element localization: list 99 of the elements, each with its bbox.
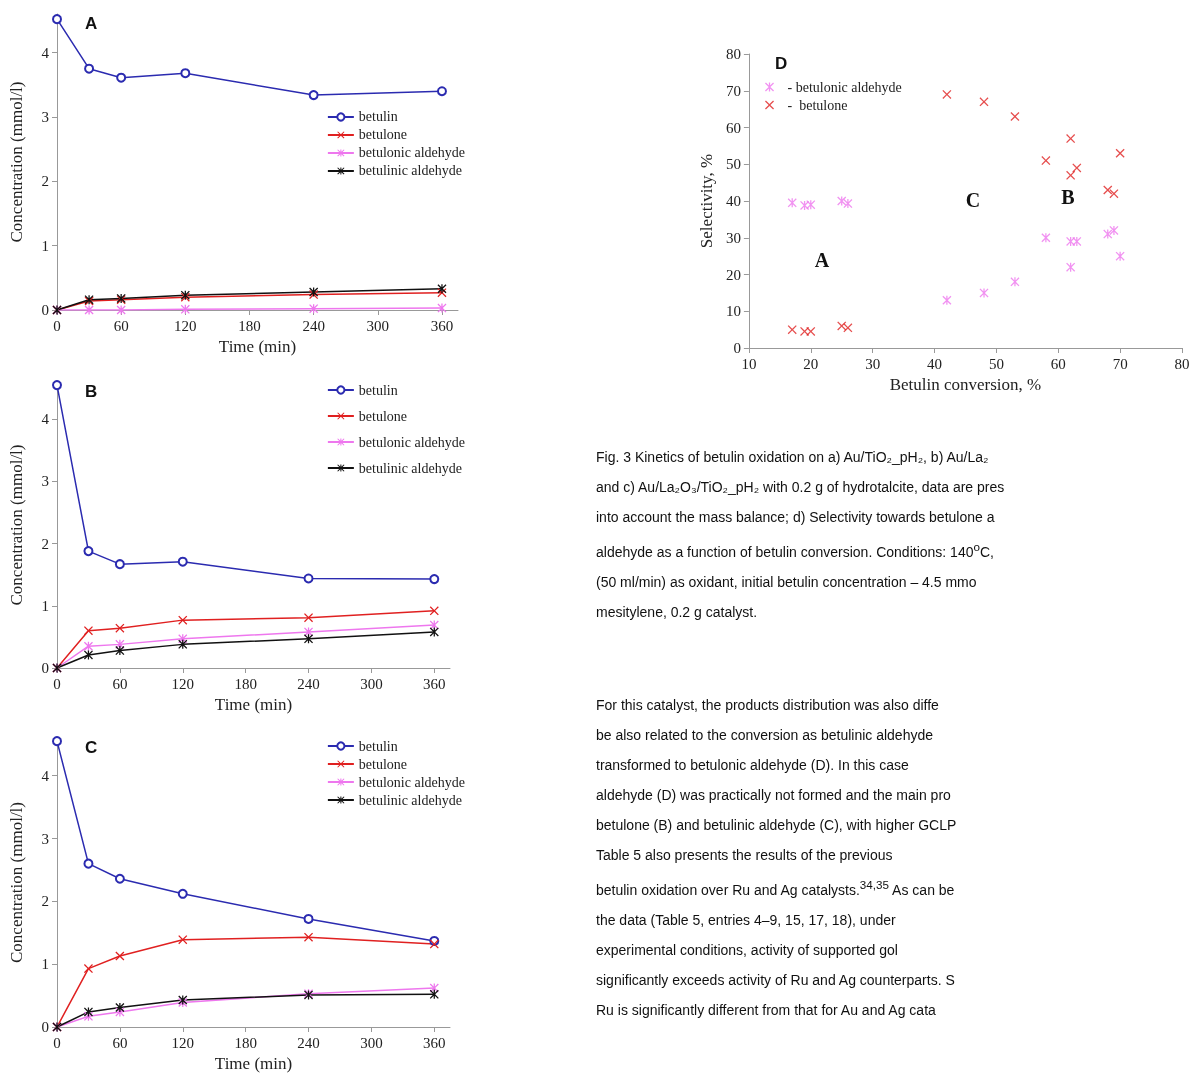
y-tick-label: 80 xyxy=(725,46,741,62)
y-tick-label: 0 xyxy=(41,1019,49,1035)
text: aldehyde (D) was practically not formed and the main pro xyxy=(596,786,952,805)
caption: Fig. 3 Kinetics of betulin oxidation on a) Au/TiO₂_pH₂, b) Au/La₂ xyxy=(596,448,990,467)
x-tick-label: 180 xyxy=(238,317,261,334)
text: and c) Au/La₂O₃/TiO₂_pH₂ with 0.2 g of hydrotalcite, data are pres xyxy=(596,478,1006,497)
x-tick-label: 360 xyxy=(423,1034,446,1051)
x-tick-label: 120 xyxy=(174,317,197,334)
x-tick-label: 240 xyxy=(297,1034,320,1051)
x-axis-title: Time (min) xyxy=(214,695,293,714)
x-axis-title: Betulin conversion, % xyxy=(889,375,1042,394)
y-tick-label: 3 xyxy=(41,108,49,125)
legend-label: betulin xyxy=(358,738,398,754)
x-tick-label: 180 xyxy=(234,1034,257,1051)
y-tick-label: 0 xyxy=(41,302,49,318)
chart-title: C xyxy=(85,738,98,757)
legend-label: betulinic aldehyde xyxy=(358,792,462,808)
y-tick-label: 50 xyxy=(725,156,741,173)
annotation: C xyxy=(965,189,981,211)
text: For this catalyst, the products distribution was also diffe xyxy=(596,696,940,715)
x-tick-label: 300 xyxy=(366,317,390,334)
x-tick-label: 70 xyxy=(1112,355,1128,372)
legend-label: betulinic aldehyde xyxy=(358,163,462,179)
y-tick-label: 3 xyxy=(41,830,49,847)
chart-title: D xyxy=(775,54,788,73)
chart-title: A xyxy=(85,14,98,33)
y-axis-title: Concentration (mmol/l) xyxy=(7,444,26,606)
y-tick-label: 0 xyxy=(41,660,49,676)
legend-label: - betulonic aldehyde xyxy=(787,79,902,95)
legend-label: betulone xyxy=(358,756,408,772)
y-axis-title: Concentration (mmol/l) xyxy=(7,81,26,243)
x-tick-label: 120 xyxy=(171,1034,195,1051)
x-tick-label: 300 xyxy=(360,675,383,692)
y-tick-label: 1 xyxy=(41,237,49,254)
y-axis-title: Concentration (mmol/l) xyxy=(7,802,26,963)
legend-label: betulin xyxy=(358,382,398,398)
x-tick-label: 30 xyxy=(865,355,881,372)
x-tick-label: 120 xyxy=(171,675,195,692)
y-tick-label: 40 xyxy=(725,193,741,209)
x-tick-label: 60 xyxy=(112,675,128,692)
legend-label: betulinic aldehyde xyxy=(358,460,462,476)
x-tick-label: 240 xyxy=(302,317,325,334)
y-tick-label: 4 xyxy=(41,44,50,61)
text: the data (Table 5, entries 4–9, 15, 17, 18), under xyxy=(596,910,897,930)
y-axis-title: Selectivity, % xyxy=(697,153,716,249)
x-tick-label: 360 xyxy=(430,317,454,334)
x-tick-label: 300 xyxy=(360,1034,383,1051)
annotation: A xyxy=(814,249,830,271)
chart-title: B xyxy=(85,382,98,401)
text: betulone (B) and betulinic aldehyde (C), with higher GCLP xyxy=(596,816,958,835)
y-tick-label: 1 xyxy=(41,597,49,614)
x-axis-title: Time (min) xyxy=(214,1054,293,1073)
legend-label: betulone xyxy=(358,127,408,143)
x-tick-label: 60 xyxy=(113,317,129,334)
y-tick-label: 2 xyxy=(41,893,49,910)
x-tick-label: 360 xyxy=(423,675,446,692)
legend-label: betulonic aldehyde xyxy=(358,434,466,450)
y-tick-label: 2 xyxy=(41,535,49,552)
x-tick-label: 50 xyxy=(988,355,1004,372)
y-tick-label: 4 xyxy=(41,411,50,428)
x-tick-label: 20 xyxy=(803,355,819,372)
legend-label: betulonic aldehyde xyxy=(358,145,466,161)
x-tick-label: 80 xyxy=(1174,355,1190,372)
y-tick-label: 60 xyxy=(725,119,741,136)
y-tick-label: 10 xyxy=(725,303,741,320)
text: transformed to betulonic aldehyde (D). In this case xyxy=(596,756,910,775)
x-tick-label: 40 xyxy=(927,355,943,372)
y-tick-label: 0 xyxy=(733,340,741,356)
text: significantly exceeds activity of Ru and Ag counterparts. S xyxy=(596,970,956,990)
y-tick-label: 4 xyxy=(41,767,50,784)
legend-label: betulin xyxy=(358,109,398,125)
text: aldehyde as a function of betulin conversion. Conditions: 140$^{o}$C, xyxy=(596,539,995,562)
x-axis-title: Time (min) xyxy=(218,337,297,356)
text: into account the mass balance; d) Selectivity towards betulone a xyxy=(596,508,996,527)
x-tick-label: 240 xyxy=(297,675,320,692)
legend-label: - betulone xyxy=(787,97,848,113)
x-tick-label: 0 xyxy=(53,1034,61,1051)
text: (50 ml/min) as oxidant, initial betulin concentration – 4.5 mmo xyxy=(596,572,978,592)
legend-label: betulone xyxy=(358,408,408,424)
x-tick-label: 180 xyxy=(234,675,257,692)
x-tick-label: 10 xyxy=(741,355,757,372)
y-tick-label: 70 xyxy=(725,82,741,99)
x-tick-label: 60 xyxy=(112,1034,128,1051)
text: Ru is significantly different from that for Au and Ag cata xyxy=(596,1000,937,1020)
text: mesitylene, 0.2 g catalyst. xyxy=(596,602,759,622)
y-tick-label: 2 xyxy=(41,173,49,190)
x-tick-label: 0 xyxy=(53,675,61,692)
x-tick-label: 60 xyxy=(1050,355,1066,372)
text: experimental conditions, activity of supported gol xyxy=(596,940,899,960)
y-tick-label: 30 xyxy=(725,229,741,246)
y-tick-label: 1 xyxy=(41,956,49,973)
annotation: B xyxy=(1061,186,1075,208)
legend-label: betulonic aldehyde xyxy=(358,774,466,790)
caption: Table 5 also presents the results of the previous xyxy=(596,846,894,865)
x-tick-label: 0 xyxy=(53,317,61,334)
text: betulin oxidation over Ru and Ag catalysts.$^{34,35}$ As can be xyxy=(596,877,956,900)
y-tick-label: 3 xyxy=(41,473,49,490)
y-tick-label: 20 xyxy=(725,266,741,283)
text: be also related to the conversion as betulinic aldehyde xyxy=(596,726,934,745)
